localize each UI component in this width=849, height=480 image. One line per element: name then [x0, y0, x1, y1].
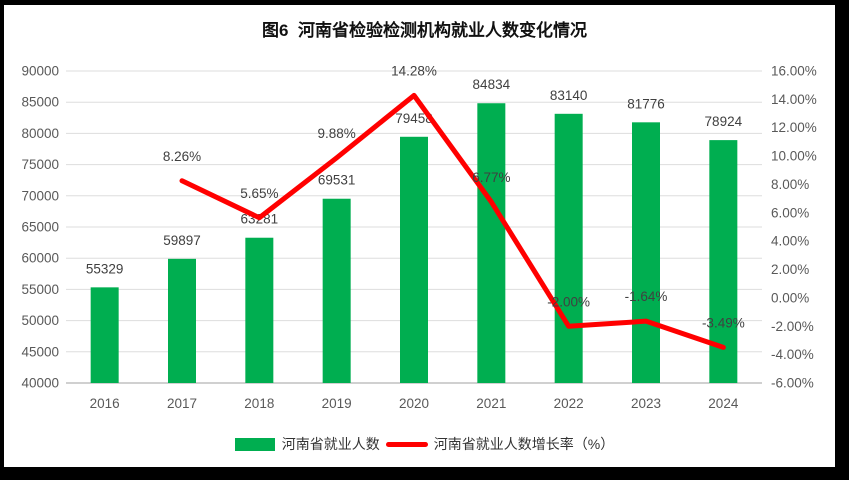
- x-axis-category-label: 2019: [322, 396, 352, 411]
- right-axis-tick-label: -2.00%: [771, 319, 814, 334]
- right-axis-tick-label: 8.00%: [771, 177, 809, 192]
- line-value-label: -1.64%: [625, 289, 668, 304]
- line-value-label: 8.26%: [163, 149, 201, 164]
- legend-line-swatch-icon: [385, 441, 428, 447]
- left-axis-tick-label: 50000: [21, 313, 59, 328]
- line-value-label: -2.00%: [547, 294, 590, 309]
- line-value-label: 5.65%: [240, 186, 278, 201]
- left-axis-tick-label: 85000: [21, 95, 59, 110]
- bar-2022: [554, 113, 583, 383]
- line-value-label: 9.88%: [318, 126, 356, 141]
- x-axis-category-label: 2020: [399, 396, 429, 411]
- right-axis-tick-label: 6.00%: [771, 205, 809, 220]
- bar-2017: [168, 258, 196, 383]
- bar-2023: [632, 122, 660, 384]
- x-axis-category-label: 2021: [476, 396, 506, 411]
- right-axis-tick-label: 0.00%: [771, 290, 809, 305]
- right-axis-tick-label: 4.00%: [771, 234, 809, 249]
- left-axis-tick-label: 45000: [21, 344, 59, 359]
- legend-bar-label: 河南省就业人数: [281, 436, 380, 452]
- bar-value-label: 81776: [627, 96, 665, 111]
- bar-value-label: 59897: [163, 233, 201, 248]
- bar-value-label: 84834: [473, 77, 511, 92]
- growth-rate-line: [179, 92, 726, 350]
- bar-value-label: 79458: [395, 111, 433, 126]
- left-axis-tick-label: 60000: [21, 251, 59, 266]
- x-axis-category-label: 2023: [631, 396, 661, 411]
- left-axis-tick-label: 70000: [21, 188, 59, 203]
- bar-2018: [245, 237, 274, 383]
- line-value-label: 6.77%: [472, 170, 510, 185]
- right-axis-tick-label: -6.00%: [771, 376, 814, 391]
- x-axis-category-label: 2022: [554, 396, 584, 411]
- bar-value-label: 78924: [705, 114, 743, 129]
- bar-value-label: 55329: [86, 261, 124, 276]
- bar-2021: [477, 103, 506, 383]
- chart-title: 图6 河南省检验检测机构就业人数变化情况: [262, 21, 587, 40]
- x-axis-category-label: 2017: [167, 396, 197, 411]
- left-axis-tick-label: 40000: [21, 376, 59, 391]
- x-axis-category-label: 2024: [708, 396, 739, 411]
- left-axis-tick-label: 65000: [21, 220, 59, 235]
- x-axis-category-label: 2016: [90, 396, 120, 411]
- bar-2016: [90, 287, 119, 383]
- bar-value-label: 83140: [550, 88, 588, 103]
- left-axis-tick-label: 75000: [21, 157, 59, 172]
- right-axis-tick-label: -4.00%: [771, 347, 814, 362]
- right-axis-tick-label: 12.00%: [771, 120, 817, 135]
- line-value-label: -3.49%: [702, 315, 745, 330]
- legend-bar-swatch-icon: [234, 437, 275, 451]
- right-axis-tick-label: 14.00%: [771, 92, 817, 107]
- x-axis-category-label: 2018: [244, 396, 274, 411]
- right-axis-tick-label: 2.00%: [771, 262, 809, 277]
- line-value-label: 14.28%: [391, 63, 437, 78]
- right-axis-tick-label: 16.00%: [771, 64, 817, 79]
- bar-2020: [400, 136, 428, 383]
- left-axis-tick-label: 80000: [21, 126, 59, 141]
- left-axis-tick-label: 90000: [21, 64, 59, 79]
- bar-value-label: 69531: [318, 173, 356, 188]
- left-axis-tick-label: 55000: [21, 282, 59, 297]
- legend-line-label: 河南省就业人数增长率（%）: [433, 436, 615, 452]
- right-axis-tick-label: 10.00%: [771, 149, 817, 164]
- legend: 河南省就业人数 河南省就业人数增长率（%）: [0, 434, 849, 454]
- bar-2019: [322, 198, 351, 383]
